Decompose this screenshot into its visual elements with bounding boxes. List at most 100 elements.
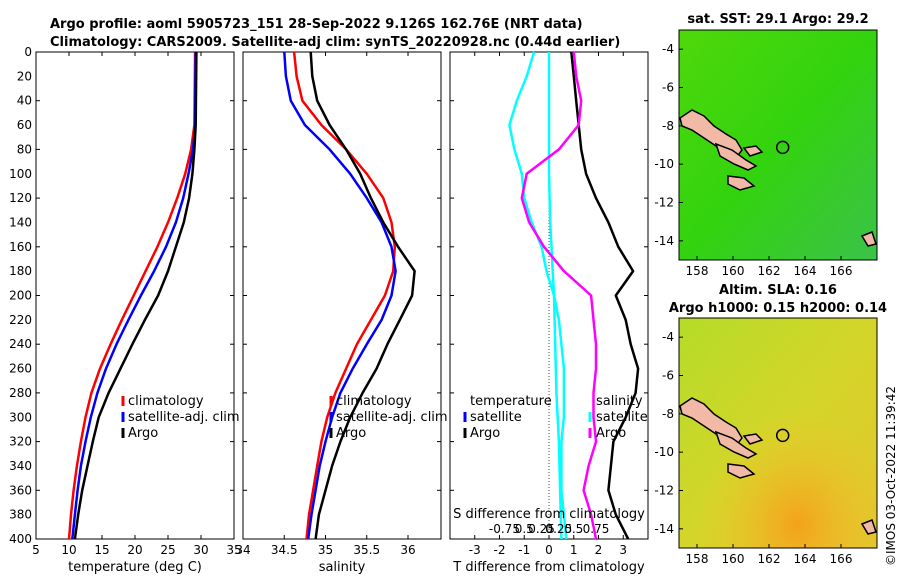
temperature-x-label: temperature (deg C) — [68, 560, 202, 575]
x-tick-label: -3 — [469, 543, 481, 557]
s-difference-tick-label: 0 — [545, 522, 553, 536]
series-line-salinity-satellite — [547, 52, 563, 540]
makira-island — [727, 463, 756, 479]
sst-map-axes: 158 160 162 164 166 -4 -6 -8 -10 -12 -14 — [654, 42, 852, 278]
depth-tick-label: 400 — [9, 532, 32, 546]
sla-map-frame — [678, 317, 878, 549]
x-tick-label: 1 — [570, 543, 578, 557]
depth-tick-label: 220 — [9, 313, 32, 327]
map-x-tick-label: 158 — [686, 264, 709, 278]
map-x-tick-label: 164 — [794, 552, 817, 566]
x-tick-label: 15 — [94, 543, 109, 557]
series-line-climatology — [292, 51, 397, 540]
salinity-axes-box — [242, 51, 442, 540]
x-tick-label: 36 — [400, 543, 415, 557]
s-difference-tick-label: 0.25 — [528, 522, 555, 536]
salinity-x-label: salinity — [319, 560, 366, 575]
depth-tick-label: 80 — [17, 142, 32, 156]
depth-tick-label: 180 — [9, 264, 32, 278]
x-tick-label: 10 — [61, 543, 76, 557]
depth-tick-label: 320 — [9, 435, 32, 449]
header-line-1: Argo profile: aoml 5905723_151 28-Sep-20… — [50, 17, 583, 32]
series-line-climatology — [67, 51, 197, 540]
legend-label-t-satellite: satellite — [470, 410, 522, 425]
map-y-tick-label: -8 — [662, 407, 674, 421]
sla-coastlines — [679, 397, 877, 535]
x-tick-label: 3 — [619, 543, 627, 557]
map-y-tick-label: -14 — [654, 522, 674, 536]
argo-location-marker — [775, 428, 790, 443]
difference-x-axis: -3 -2 -1 0 1 2 3 — [450, 51, 648, 557]
x-tick-label: 0 — [545, 543, 553, 557]
series-line-temperature-argo — [570, 51, 640, 540]
x-tick-label: 34 — [235, 543, 250, 557]
sla-map-title-1: Altim. SLA: 0.16 — [719, 283, 837, 298]
depth-tick-label: 140 — [9, 215, 32, 229]
salinity-profile-panel: 34 34.5 35 35.5 36 climatology satellite-adj… — [235, 51, 448, 575]
sla-map-title-2: Argo h1000: 0.15 h2000: 0.14 — [669, 301, 887, 316]
makira-island — [727, 175, 756, 191]
depth-tick-label: 100 — [9, 167, 32, 181]
map-y-tick-label: -4 — [662, 42, 674, 56]
legend-label-s-argo: Argo — [596, 426, 626, 441]
s-difference-tick-label: 0.5 — [515, 522, 534, 536]
sst-map-panel: sat. SST: 29.1 Argo: 29.2 158 160 162 164 16… — [654, 12, 878, 278]
depth-tick-label: 20 — [17, 69, 32, 83]
map-y-tick-label: -6 — [662, 369, 674, 383]
legend-label-satellite-adj: satellite-adj. clim — [128, 410, 240, 425]
x-tick-label: 2 — [595, 543, 603, 557]
depth-tick-label: 340 — [9, 459, 32, 473]
salinity-x-axis: 34 34.5 35 35.5 36 — [235, 51, 441, 557]
sst-coastlines — [679, 109, 877, 247]
map-y-tick-label: -10 — [654, 157, 674, 171]
depth-tick-label: 40 — [17, 94, 32, 108]
s-difference-tick-label: 0.25 — [546, 522, 573, 536]
malaita-fragment — [742, 433, 764, 445]
santa-cruz-island — [860, 231, 877, 247]
temperature-legend: climatology satellite-adj. clim Argo — [121, 394, 240, 441]
s-difference-tick-label: 0.75 — [583, 522, 610, 536]
series-line-argo — [309, 51, 416, 540]
legend-title-salinity: salinity — [596, 394, 643, 409]
map-x-tick-label: 160 — [722, 552, 745, 566]
x-tick-label: 20 — [127, 543, 142, 557]
map-y-tick-label: -12 — [654, 196, 674, 210]
map-y-tick-label: -10 — [654, 445, 674, 459]
t-difference-label: T difference from climatology — [452, 560, 645, 575]
map-x-tick-label: 166 — [830, 552, 853, 566]
depth-tick-label: 300 — [9, 410, 32, 424]
map-y-tick-label: -14 — [654, 234, 674, 248]
series-line-satellite-adj-clim — [283, 51, 397, 540]
s-difference-label: S difference from climatology — [453, 507, 645, 522]
legend-label-argo: Argo — [336, 426, 366, 441]
santa-cruz-island — [860, 519, 877, 535]
depth-tick-label: 240 — [9, 337, 32, 351]
solomon-islands-north — [679, 109, 743, 159]
map-y-tick-label: -12 — [654, 484, 674, 498]
x-tick-label: 25 — [160, 543, 175, 557]
depth-tick-label: 120 — [9, 191, 32, 205]
legend-label-climatology: climatology — [128, 394, 204, 409]
map-y-tick-label: -8 — [662, 119, 674, 133]
series-line-argo — [73, 51, 198, 540]
legend-label-argo: Argo — [128, 426, 158, 441]
difference-legend: temperature satellite Argo salinity sate… — [463, 394, 648, 441]
difference-series — [508, 51, 640, 540]
sst-map-frame — [678, 29, 878, 261]
x-tick-label: 30 — [193, 543, 208, 557]
series-line-salinity-argo — [520, 51, 598, 540]
map-x-tick-label: 160 — [722, 264, 745, 278]
malaita-fragment — [742, 145, 764, 157]
imos-timestamp: ©IMOS 03-Oct-2022 11:39:42 — [884, 386, 898, 566]
sst-map-title: sat. SST: 29.1 Argo: 29.2 — [687, 12, 868, 27]
x-tick-label: 35 — [226, 543, 241, 557]
x-tick-label: -2 — [494, 543, 506, 557]
guadalcanal-island — [714, 430, 758, 459]
x-tick-label: 35 — [318, 543, 333, 557]
solomon-islands-north — [679, 397, 743, 447]
sla-map-panel: Altim. SLA: 0.16 Argo h1000: 0.15 h2000:… — [654, 283, 887, 566]
salinity-series — [283, 51, 416, 540]
salinity-legend: climatology satellite-adj. clim Argo — [329, 394, 448, 441]
map-x-tick-label: 166 — [830, 264, 853, 278]
